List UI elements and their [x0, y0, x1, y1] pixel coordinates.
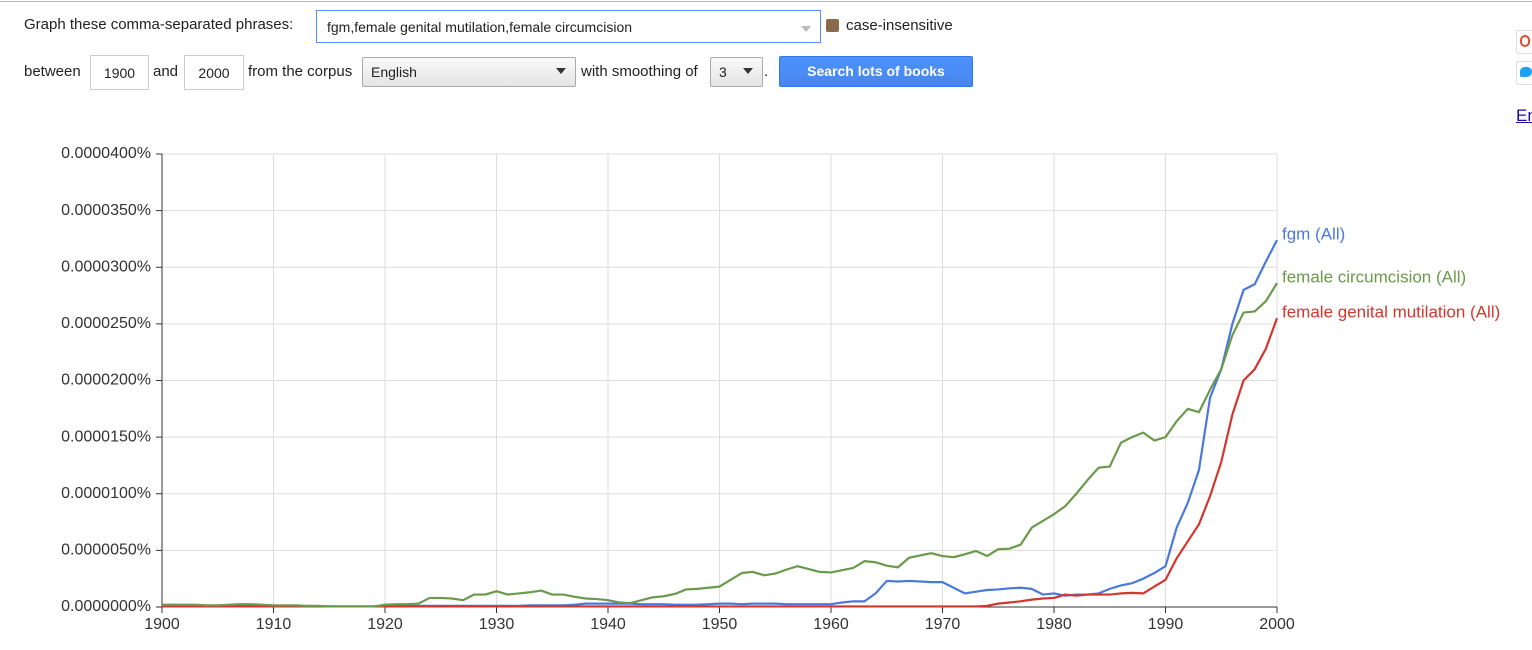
legend-label: female circumcision (All) [1282, 268, 1466, 287]
x-tick-label: 1980 [1036, 616, 1072, 633]
case-checkbox[interactable] [826, 19, 839, 32]
y-tick-label: 0.0000400% [61, 145, 151, 162]
x-tick-label: 1970 [925, 616, 961, 633]
x-tick-label: 1940 [590, 616, 626, 633]
y-tick-label: 0.0000100% [61, 485, 151, 502]
legend-label: female genital mutilation (All) [1282, 303, 1500, 322]
y-tick-label: 0.0000250% [61, 315, 151, 332]
corpus-select[interactable]: English [362, 57, 576, 87]
query-input[interactable]: fgm,female genital mutilation,female cir… [316, 10, 821, 43]
case-label: case-insensitive [846, 17, 953, 34]
language-link[interactable]: En [1516, 106, 1532, 125]
smoothing-select[interactable]: 3 [710, 57, 763, 87]
x-tick-label: 1960 [813, 616, 849, 633]
series-line [162, 282, 1278, 608]
query-arrow [801, 26, 811, 32]
smoothing-label: with smoothing of [581, 63, 698, 80]
y-tick-label: 0.0000200% [61, 372, 151, 389]
smoothing-arrow [743, 68, 753, 74]
google-plus-icon[interactable] [1516, 30, 1532, 54]
prompt: Graph these comma-separated phrases: [24, 16, 294, 33]
y-tick-label: 0.0000000% [61, 598, 151, 615]
x-tick-label: 1920 [367, 616, 403, 633]
x-tick-label: 1990 [1148, 616, 1184, 633]
search-button[interactable]: Search lots of books [779, 56, 973, 87]
y-tick-label: 0.0000050% [61, 542, 151, 559]
legend-label: fgm (All) [1282, 225, 1345, 244]
start-year[interactable]: 1900 [90, 55, 149, 90]
end-year[interactable]: 2000 [184, 55, 244, 90]
x-tick-label: 1910 [256, 616, 292, 633]
corpus-label: from the corpus [248, 63, 353, 80]
top-border [0, 1, 1532, 2]
x-tick-label: 1900 [144, 616, 180, 633]
query-text: fgm,female genital mutilation,female cir… [327, 19, 633, 35]
y-tick-label: 0.0000350% [61, 202, 151, 219]
x-tick-label: 1930 [479, 616, 515, 633]
x-tick-label: 2000 [1259, 616, 1295, 633]
y-tick-label: 0.0000300% [61, 258, 151, 275]
y-tick-label: 0.0000150% [61, 428, 151, 445]
twitter-icon[interactable] [1516, 61, 1532, 85]
between-label: between [24, 63, 81, 80]
period: . [764, 63, 769, 80]
corpus-arrow [556, 68, 566, 74]
x-tick-label: 1950 [702, 616, 738, 633]
and-label: and [153, 63, 179, 80]
